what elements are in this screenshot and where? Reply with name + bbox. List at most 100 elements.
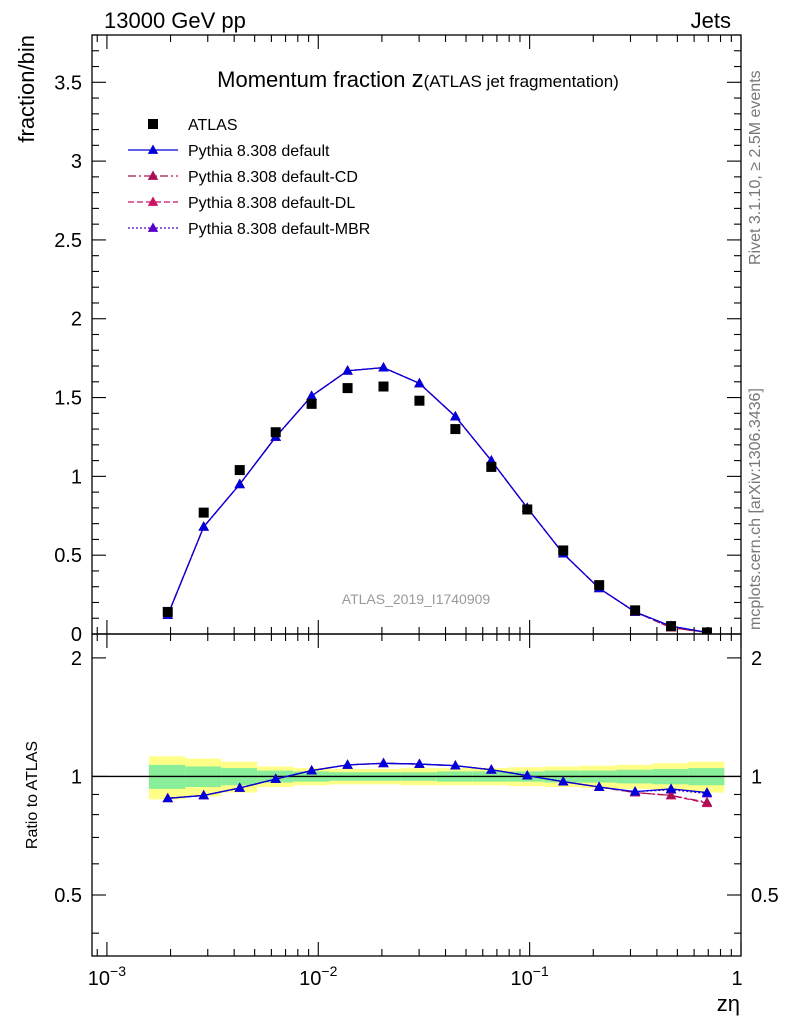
atlas-data-point xyxy=(594,580,605,591)
x-tick-label-exponent: −1 xyxy=(533,963,549,979)
x-tick-label: 1 xyxy=(731,968,742,990)
x-axis-label: zη xyxy=(717,991,740,1016)
header-left: 13000 GeV pp xyxy=(104,8,246,33)
main-title-text: Momentum fraction xyxy=(217,67,411,92)
y-tick-label: 3.5 xyxy=(54,72,82,94)
legend-label: Pythia 8.308 default-MBR xyxy=(188,221,370,238)
series-point xyxy=(342,365,353,375)
atlas-data-point xyxy=(630,605,641,616)
series-point xyxy=(342,759,353,769)
atlas-data-point xyxy=(306,398,317,409)
y-tick-label: 1.5 xyxy=(54,388,82,410)
main-title-subtitle: (ATLAS jet fragmentation) xyxy=(424,72,619,91)
ratio-y-tick-label-left: 1 xyxy=(71,766,82,788)
atlas-data-point xyxy=(342,383,353,394)
y-tick-label: 2.5 xyxy=(54,230,82,252)
x-tick-label-base: 10 xyxy=(511,968,533,990)
atlas-data-point xyxy=(558,545,569,556)
y-tick-label: 0 xyxy=(71,624,82,646)
x-tick-label: 10−3 xyxy=(88,963,126,990)
series-point xyxy=(665,789,677,800)
x-tick-label: 10−1 xyxy=(511,963,549,990)
legend-marker xyxy=(148,119,158,129)
series-point xyxy=(234,478,245,489)
series-point xyxy=(450,410,461,421)
ratio-y-tick-label-left: 0.5 xyxy=(54,885,82,907)
ratio-y-axis-label: Ratio to ATLAS xyxy=(24,741,41,849)
series-point xyxy=(270,773,281,783)
atlas-data-point xyxy=(414,395,425,406)
atlas-data-point xyxy=(701,627,712,634)
legend-label: Pythia 8.308 default-DL xyxy=(188,195,355,212)
legend-item: Pythia 8.308 default-MBR xyxy=(128,221,370,238)
series-point xyxy=(593,781,605,791)
main-title-symbol: z xyxy=(412,66,424,93)
series-line xyxy=(167,366,708,634)
atlas-data-point xyxy=(666,621,677,632)
legend-item: ATLAS xyxy=(148,117,238,134)
rivet-version-label: Rivet 3.1.10, ≥ 2.5M events xyxy=(747,70,764,265)
series-point xyxy=(629,786,641,796)
atlas-data-point xyxy=(162,606,173,617)
series-point xyxy=(198,789,209,800)
y-tick-label: 1 xyxy=(71,466,82,488)
main-title: Momentum fraction z(ATLAS jet fragmentat… xyxy=(217,66,619,93)
x-tick-label: 10−2 xyxy=(299,963,337,990)
y-tick-label: 0.5 xyxy=(54,545,82,567)
series-point xyxy=(306,390,317,400)
series-line xyxy=(167,762,708,799)
mcplots-label: mcplots.cern.ch [arXiv:1306.3436] xyxy=(747,388,764,630)
atlas-data-point xyxy=(234,465,245,476)
series-point xyxy=(414,377,425,388)
ratio-pythia-8-308-default xyxy=(162,757,713,803)
series-point xyxy=(701,796,713,807)
atlas-data-point xyxy=(198,507,209,518)
series-point xyxy=(198,521,209,531)
series-point xyxy=(522,770,533,780)
series-point xyxy=(162,792,173,803)
series-point xyxy=(665,783,677,793)
series-point xyxy=(378,362,389,372)
ratio-y-tick-label-right: 2 xyxy=(751,648,762,670)
atlas-data-point xyxy=(270,427,281,438)
series-point xyxy=(378,757,389,768)
series-point xyxy=(234,782,245,792)
atlas-data-point xyxy=(522,504,533,515)
ratio-y-tick-label-right: 1 xyxy=(751,766,762,788)
legend-marker xyxy=(147,170,159,180)
series-point xyxy=(450,760,461,770)
main-panel: 0 0.5 1 1.5 2 2.5 3 3.5 xyxy=(54,34,742,646)
atlas-data-point xyxy=(486,461,497,472)
legend-marker xyxy=(147,196,159,206)
legend-label: Pythia 8.308 default-CD xyxy=(188,169,358,186)
series-point xyxy=(557,776,569,786)
series-point xyxy=(701,787,713,797)
legend-item: Pythia 8.308 default-DL xyxy=(128,195,355,212)
x-tick-label-base: 10 xyxy=(299,968,321,990)
legend-marker xyxy=(147,222,159,232)
legend-item: Pythia 8.308 default-CD xyxy=(128,169,358,186)
atlas-data-point xyxy=(378,381,389,392)
legend: ATLAS Pythia 8.308 default Pythia 8.308 de… xyxy=(128,117,370,238)
ratio-panel: 10−3 10−2 10−1 10.5 0.51 12 2 xyxy=(54,633,779,990)
legend-label: Pythia 8.308 default xyxy=(188,143,330,160)
x-tick-label-exponent: −2 xyxy=(321,963,337,979)
series-point xyxy=(486,764,497,774)
legend-label: ATLAS xyxy=(188,117,238,134)
y-tick-label: 2 xyxy=(71,309,82,331)
analysis-watermark: ATLAS_2019_I1740909 xyxy=(342,591,491,607)
legend-marker xyxy=(147,144,159,154)
legend-item: Pythia 8.308 default xyxy=(128,143,330,160)
ratio-y-tick-label-left: 2 xyxy=(71,648,82,670)
atlas-data-points xyxy=(162,381,712,634)
main-y-axis-label: fraction/bin xyxy=(14,35,39,143)
ratio-y-tick-label-right: 0.5 xyxy=(751,885,779,907)
y-tick-label: 3 xyxy=(71,151,82,173)
x-tick-label-base: 10 xyxy=(88,968,110,990)
series-point xyxy=(306,765,317,775)
atlas-data-point xyxy=(450,424,461,435)
header-right: Jets xyxy=(691,8,731,33)
x-tick-label-exponent: −3 xyxy=(110,963,126,979)
series-point xyxy=(414,758,425,768)
